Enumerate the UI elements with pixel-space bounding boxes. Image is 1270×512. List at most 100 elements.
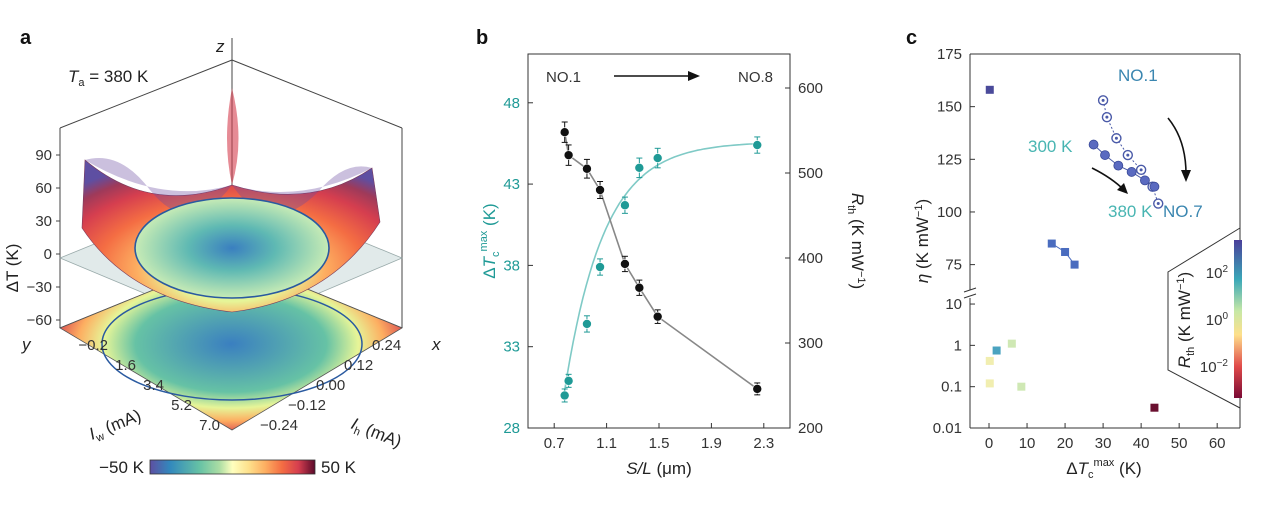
c-point-300k-center: [1156, 202, 1160, 206]
ih-tick-label: −0.12: [288, 397, 326, 414]
c-literature-square: [985, 379, 994, 388]
dt-tick-label: 0: [44, 246, 52, 263]
c-literature-square: [1007, 339, 1016, 348]
b-point-rth: [595, 185, 605, 195]
b-left-axis-label: ΔTcmax (K): [478, 203, 502, 278]
ih-tick-label: 0.12: [344, 357, 373, 374]
b-point-rth: [652, 311, 663, 322]
z-axis-letter: z: [215, 37, 225, 56]
dt-tick-label: 90: [35, 147, 52, 164]
c-x-tick-label: 50: [1171, 435, 1188, 452]
ih-tick-label: −0.24: [260, 417, 298, 434]
annotation-arrow-head: [688, 71, 700, 81]
c-point-300k-center: [1105, 115, 1109, 119]
b-point-dtc: [559, 390, 570, 401]
c-x-tick-label: 10: [1019, 435, 1036, 452]
b-point-rth: [634, 282, 645, 293]
c-literature-square: [985, 356, 994, 365]
c-y-tick-label: 150: [937, 99, 962, 116]
panel-b-axes: 0.7 1.1 1.5 1.9 2.3 28 33 38 43 48 200 300 400 500 600: [503, 80, 823, 452]
b-point-rth: [559, 127, 570, 137]
arrow-no1: [1167, 117, 1187, 175]
c-x-tick-label: 30: [1095, 435, 1112, 452]
c-point-380k: [1088, 139, 1099, 150]
annotation-no8: NO.8: [738, 69, 773, 86]
c-x-tick-label: 0: [985, 435, 993, 452]
b-x-symbol: S/L: [626, 459, 652, 478]
b-x-tick-label: 1.1: [596, 435, 617, 452]
b-yr-tick-label: 300: [798, 335, 823, 352]
iw-unit: (mA): [98, 406, 144, 439]
iw-tick-label: 7.0: [199, 417, 220, 434]
ih-unit: (mA): [359, 418, 405, 451]
panel-c-label: c: [906, 27, 917, 49]
panel-b: b 0.7 1.1 1.5 1.9 2.3 28 33 38 43 48 200 300 400 500 6…: [476, 27, 867, 478]
c-literature-square: [1017, 382, 1026, 391]
b-point-rth: [563, 150, 574, 160]
ta-value: = 380 K: [85, 67, 149, 86]
arrow-300k-head: [1117, 183, 1128, 194]
b-yl-tick-label: 43: [503, 176, 520, 193]
b-x-axis-label: S/L (μm): [626, 459, 692, 478]
arrow-300k: [1091, 167, 1125, 191]
ih-axis-label: Ih (mA): [347, 414, 404, 454]
iw-subscript: w: [94, 431, 107, 445]
panel-a-label: a: [20, 27, 32, 49]
c-y-tick-label: 0.1: [941, 379, 962, 396]
annotation-300k: 300 K: [1028, 137, 1073, 156]
b-yl-tick-label: 48: [503, 95, 520, 112]
b-yl-tick-label: 28: [503, 420, 520, 437]
panel-a: a z x y Ta = 380 K 90 60 30 0 −30 −60: [3, 27, 441, 477]
c-y-tick-label: 10: [945, 296, 962, 313]
rth-colorbar: [1234, 240, 1242, 398]
ta-subscript: a: [78, 77, 85, 89]
c-x-tick-label: 60: [1209, 435, 1226, 452]
dt-tick-label: −60: [27, 312, 52, 329]
dt-tick-label: −30: [27, 279, 52, 296]
c-point-300k-center: [1114, 136, 1118, 140]
c-point-300k-center: [1139, 168, 1143, 172]
x-axis-letter: x: [431, 335, 441, 354]
arrow-no1-head: [1181, 170, 1191, 182]
b-point-dtc: [634, 163, 645, 173]
b-x-unit: (μm): [652, 459, 692, 478]
ih-symbol: I: [349, 414, 361, 433]
colorbar-max-label: 50 K: [321, 458, 357, 477]
iw-tick-label: −0.2: [78, 337, 108, 354]
c-y-tick-label: 100: [937, 204, 962, 221]
c-x-tick-label: 20: [1057, 435, 1074, 452]
c-literature-square: [992, 346, 1001, 355]
annotation-c-no1: NO.1: [1118, 66, 1158, 85]
dt-axis-label: ΔT (K): [3, 244, 22, 293]
panel-c: c 0 10 20 30 40 50 60751001251501750.010.1110 …: [906, 27, 1242, 481]
iw-symbol: I: [86, 424, 98, 443]
b-x-tick-label: 0.7: [544, 435, 565, 452]
c-literature-square: [1047, 239, 1056, 248]
ta-symbol: T: [68, 67, 80, 86]
surface-rim: [85, 158, 372, 215]
c-y-axis-label: η (K mW−1): [913, 199, 932, 283]
iw-axis-label: Iw (mA): [86, 406, 145, 447]
b-yr-tick-label: 500: [798, 165, 823, 182]
ambient-temperature-label: Ta = 380 K: [68, 67, 149, 89]
c-literature-square: [1150, 403, 1159, 412]
b-point-dtc: [582, 319, 592, 329]
b-point-dtc: [752, 140, 763, 150]
b-yl-tick-label: 33: [503, 339, 520, 356]
annotation-380k: 380 K: [1108, 202, 1153, 221]
bowl-disc: [134, 197, 330, 299]
b-point-dtc: [563, 376, 574, 386]
c-point-380k: [1140, 175, 1150, 186]
colorbar-min-label: −50 K: [99, 458, 145, 477]
b-point-dtc: [652, 153, 663, 163]
panel-c-points: [985, 85, 1164, 412]
panel-c-axes: 0 10 20 30 40 50 60 75 100 125 150 175 0.01 0.1 1 10: [933, 46, 1226, 452]
iw-tick-label: 1.6: [115, 357, 136, 374]
iw-axis-ticks: −0.2 1.6 3.4 5.2 7.0: [78, 337, 220, 434]
surface-peak: [227, 88, 239, 185]
b-point-rth: [620, 259, 630, 269]
b-yr-tick-label: 600: [798, 80, 823, 97]
c-y-tick-label: 0.01: [933, 420, 962, 437]
panel-b-label: b: [476, 27, 488, 49]
